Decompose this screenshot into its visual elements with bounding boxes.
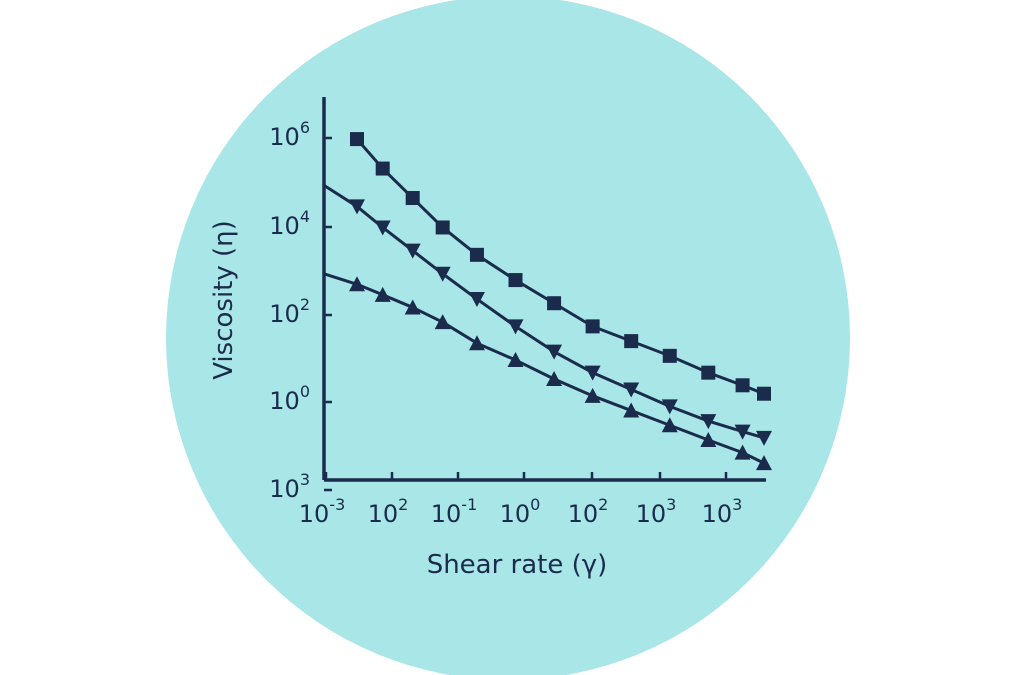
background-circle — [166, 0, 850, 675]
triangle-down-marker — [546, 344, 563, 360]
y-tick-label: 102 — [269, 295, 310, 328]
triangle-down-marker — [507, 319, 524, 335]
square-marker — [435, 220, 450, 235]
square-marker — [701, 365, 716, 380]
square-marker — [735, 378, 750, 393]
x-ticks: 10-3 102 10-1 100 102 103 103 — [299, 472, 743, 528]
triangle-down-marker — [661, 399, 678, 415]
triangle-up-marker — [349, 276, 365, 292]
series-triangle-down — [323, 184, 772, 446]
triangle-up-marker — [404, 299, 421, 315]
square-marker — [757, 386, 771, 401]
triangle-down-marker — [349, 199, 365, 215]
triangle-down-marker — [700, 414, 717, 430]
triangle-up-marker — [507, 352, 524, 368]
square-marker — [405, 191, 420, 206]
x-tick-label: 10-3 — [299, 495, 346, 528]
x-tick-label: 103 — [702, 495, 743, 528]
x-tick-label: 103 — [636, 495, 677, 528]
series-triangle-up — [323, 272, 772, 471]
x-tick-label: 10-1 — [431, 495, 478, 528]
series-layer — [323, 132, 772, 471]
square-marker — [508, 273, 523, 288]
square-marker — [585, 319, 600, 334]
series-square — [350, 132, 771, 401]
x-tick-label: 100 — [500, 495, 541, 528]
square-marker — [547, 296, 562, 311]
y-tick-label: 106 — [269, 118, 310, 151]
triangle-up-marker — [374, 286, 391, 302]
triangle-up-marker — [584, 387, 601, 403]
triangle-up-marker — [756, 455, 772, 471]
square-marker — [469, 247, 484, 262]
triangle-up-marker — [700, 432, 717, 448]
square-marker — [624, 334, 639, 349]
triangle-down-marker — [404, 243, 421, 259]
triangle-down-marker — [434, 266, 451, 282]
y-tick-label: 103 — [269, 470, 310, 503]
x-tick-label: 102 — [568, 495, 609, 528]
axes — [322, 97, 766, 482]
x-tick-label: 102 — [368, 495, 409, 528]
triangle-up-marker — [661, 417, 678, 433]
triangle-down-marker — [374, 220, 391, 236]
series-line — [323, 184, 765, 440]
triangle-down-marker — [584, 365, 601, 381]
triangle-down-marker — [756, 430, 772, 446]
triangle-down-marker — [734, 424, 751, 440]
y-axis-title: Viscosity (η) — [209, 220, 239, 380]
triangle-up-marker — [734, 444, 751, 460]
square-marker — [375, 161, 390, 176]
x-axis-title: Shear rate (γ) — [427, 550, 608, 580]
triangle-up-marker — [434, 314, 451, 330]
triangle-up-marker — [468, 335, 485, 351]
triangle-up-marker — [546, 370, 563, 386]
triangle-down-marker — [468, 292, 485, 308]
square-marker — [662, 348, 677, 363]
triangle-up-marker — [623, 402, 640, 418]
y-tick-label: 100 — [269, 382, 310, 415]
square-marker — [350, 132, 364, 147]
y-tick-label: 104 — [269, 207, 310, 240]
triangle-down-marker — [623, 382, 640, 398]
y-ticks: 106 104 102 100 103 — [269, 118, 332, 503]
